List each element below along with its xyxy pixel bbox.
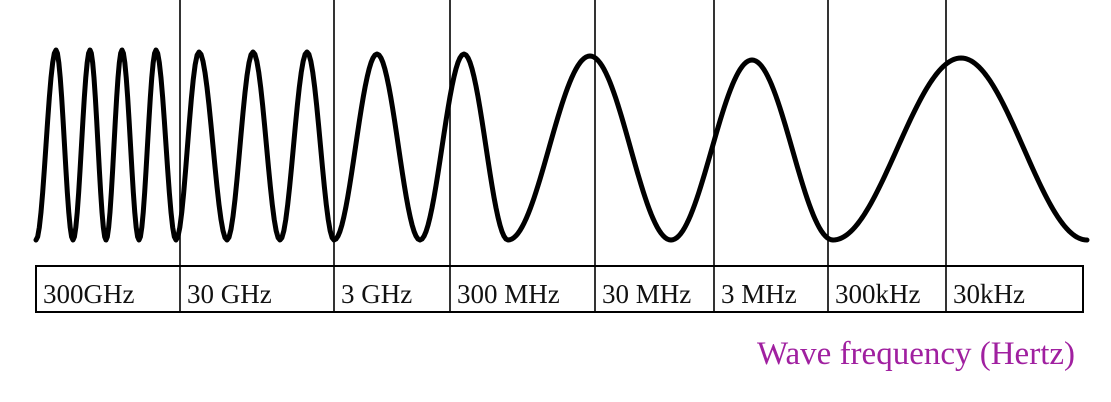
frequency-label-strip	[35, 265, 1084, 313]
band-label: 30kHz	[953, 279, 1025, 309]
band-label: 3 GHz	[341, 279, 412, 309]
band-label: 30 MHz	[602, 279, 691, 309]
band-label: 300kHz	[835, 279, 920, 309]
band-label: 300GHz	[43, 279, 134, 309]
band-label: 3 MHz	[721, 279, 797, 309]
band-divider-lines	[179, 0, 947, 312]
band-label: 300 MHz	[457, 279, 560, 309]
frequency-band-labels: 300GHz 30 GHz 3 GHz 300 MHz 30 MHz 3 MHz 300kH…	[43, 279, 1025, 309]
decreasing-frequency-wave	[33, 47, 1090, 243]
axis-caption: Wave frequency (Hertz)	[757, 336, 1075, 372]
band-label: 30 GHz	[187, 279, 272, 309]
